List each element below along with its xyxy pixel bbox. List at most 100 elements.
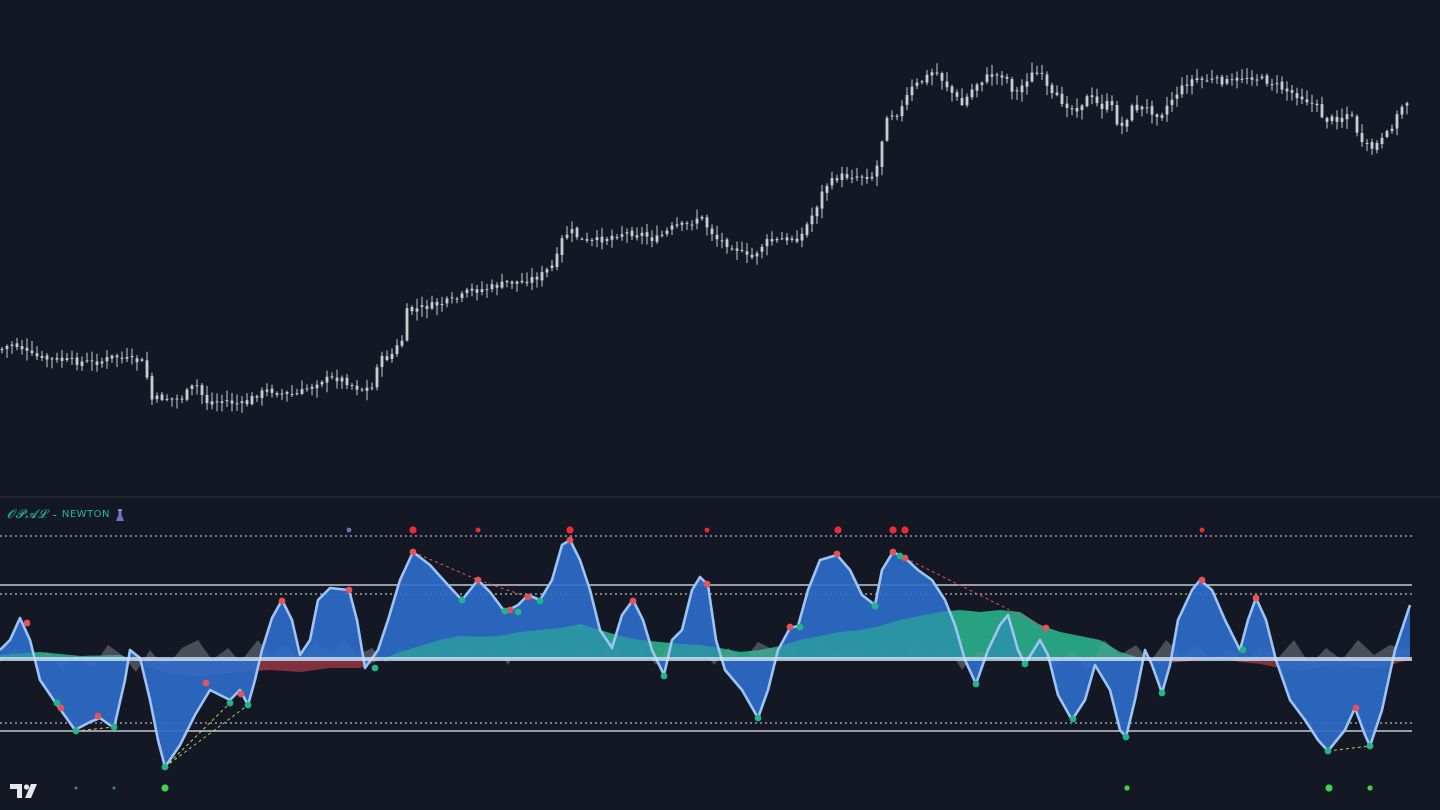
candle-body	[835, 178, 839, 181]
candle-body	[90, 360, 94, 362]
candle-body	[1395, 114, 1399, 129]
pivot-low-marker	[972, 680, 980, 688]
candle-body	[340, 377, 344, 382]
candle-body	[810, 215, 814, 225]
divergence-lines	[75, 551, 1371, 768]
pivot-high-marker	[409, 548, 417, 556]
oscillator-area-layer	[0, 538, 1412, 769]
candle-body	[1190, 79, 1194, 86]
bullish-divergence-line	[75, 726, 115, 732]
candle-body	[455, 298, 459, 300]
candle-body	[250, 395, 254, 405]
candle-body	[205, 394, 209, 404]
candle-body	[265, 389, 269, 392]
candle-body	[60, 357, 64, 361]
candle-body	[545, 269, 549, 273]
candle-body	[990, 74, 994, 77]
candle-body	[725, 239, 729, 248]
bottom-signal-dot	[112, 786, 116, 790]
candle-body	[1365, 142, 1369, 144]
candle-body	[680, 222, 684, 225]
candle-body	[215, 401, 219, 403]
candle-body	[1210, 78, 1214, 80]
pivot-low-marker	[754, 714, 762, 722]
candle-body	[1295, 93, 1299, 99]
candle-body	[1230, 79, 1234, 81]
candle-body	[270, 388, 274, 393]
candle-body	[1250, 77, 1254, 80]
pivot-low-marker	[244, 701, 252, 709]
candle-body	[425, 306, 429, 310]
candle-body	[525, 281, 529, 284]
candle-body	[25, 347, 29, 351]
candle-body	[560, 238, 564, 256]
candle-body	[1195, 78, 1199, 81]
tradingview-logo[interactable]	[10, 782, 42, 800]
candle-body	[200, 385, 204, 395]
candle-body	[715, 234, 719, 240]
candle-body	[550, 265, 554, 269]
candle-body	[595, 237, 599, 241]
candle-body	[985, 74, 989, 82]
candle-body	[410, 307, 414, 312]
candle-body	[30, 350, 34, 354]
candle-body	[690, 224, 694, 226]
candle-body	[1050, 85, 1054, 93]
bearish-divergence-line	[904, 557, 1047, 629]
top-signal-dot	[346, 527, 352, 533]
candle-body	[815, 207, 819, 217]
candle-body	[965, 96, 969, 106]
candle-body	[460, 293, 464, 299]
indicator-title[interactable]: 𝓞𝓟𝓐𝓛 - NEWTON	[7, 507, 125, 522]
candle-body	[1045, 74, 1049, 86]
candle-body	[1075, 108, 1079, 112]
pivot-low-marker	[1069, 715, 1077, 723]
candle-body	[585, 239, 589, 241]
candle-body	[555, 253, 559, 267]
candle-body	[765, 239, 769, 247]
candle-body	[470, 288, 474, 291]
candle-body	[150, 376, 154, 400]
candle-body	[1215, 77, 1219, 79]
candle-body	[705, 217, 709, 228]
candle-body	[630, 230, 634, 237]
candle-body	[405, 308, 409, 341]
bottom-signal-dot	[1124, 785, 1130, 791]
candle-body	[855, 176, 859, 178]
candle-body	[1345, 114, 1349, 120]
candle-body	[1155, 114, 1159, 117]
candle-body	[700, 216, 704, 219]
candle-body	[275, 393, 279, 395]
indicator-separator: -	[52, 507, 57, 522]
pivot-low-marker	[1239, 646, 1247, 654]
candle-body	[1285, 88, 1289, 92]
candle-body	[625, 232, 629, 234]
candle-body	[115, 355, 119, 358]
pivot-high-marker	[345, 586, 353, 594]
candle-body	[390, 353, 394, 359]
bottom-signal-dot	[161, 784, 169, 792]
candle-body	[1370, 142, 1374, 149]
candle-body	[870, 176, 874, 179]
candle-body	[920, 81, 924, 83]
candle-body	[830, 178, 834, 186]
candle-body	[240, 401, 244, 404]
candle-body	[1020, 85, 1024, 93]
candle-body	[1130, 105, 1134, 121]
pivot-high-marker	[889, 548, 897, 556]
candle-body	[775, 238, 779, 241]
candle-body	[675, 224, 679, 226]
candle-body	[1135, 104, 1139, 111]
candle-body	[375, 367, 379, 388]
candle-body	[400, 340, 404, 346]
candle-body	[1095, 96, 1099, 104]
candle-body	[685, 222, 689, 224]
candle-body	[820, 191, 824, 209]
candle-body	[75, 357, 79, 365]
top-signal-dot	[889, 526, 897, 534]
candle-body	[635, 235, 639, 238]
candle-body	[305, 388, 309, 390]
candle-body	[1070, 108, 1074, 110]
pivot-low-marker	[1122, 733, 1130, 741]
